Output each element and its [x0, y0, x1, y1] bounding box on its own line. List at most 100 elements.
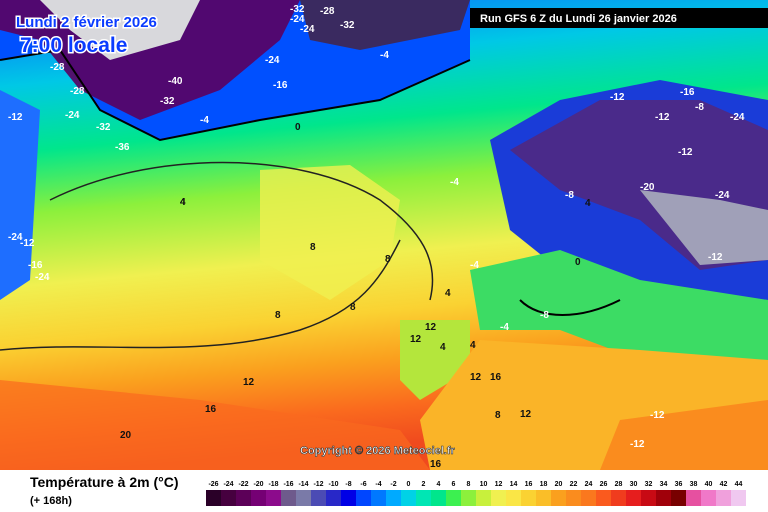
contour-label: -24	[8, 232, 23, 243]
colorbar-label: -2	[390, 481, 396, 488]
colorbar-label: 16	[525, 481, 533, 488]
colorbar-label: 34	[660, 481, 668, 488]
colorbar-swatch	[401, 490, 416, 506]
contour-label: -12	[650, 410, 665, 421]
legend: Température à 2m (°C) (+ 168h) -26 -24 -22…	[30, 474, 746, 507]
contour-label: 0	[295, 122, 301, 133]
contour-label: 4	[180, 197, 186, 208]
contour-label: -12	[708, 252, 723, 263]
colorbar-swatch	[386, 490, 401, 506]
contour-label: 8	[350, 302, 356, 313]
legend-title: Température à 2m (°C)	[30, 474, 179, 490]
colorbar-label: 12	[495, 481, 503, 488]
contour-label: -16	[273, 80, 288, 91]
copyright: Copyright © 2026 Meteociel.fr	[300, 445, 456, 457]
contour-labels: -32-24-28-24 -32-4-24-16-40-32-12 -24-32-3…	[8, 4, 745, 470]
colorbar-swatch	[581, 490, 596, 506]
contour-label: -24	[300, 24, 315, 35]
time: 7:00 locale	[20, 34, 127, 57]
contour-label: -12	[8, 112, 23, 123]
contour-label: -24	[730, 112, 745, 123]
colorbar-swatch	[701, 490, 716, 506]
colorbar-label: 30	[630, 481, 638, 488]
colorbar-label: 4	[437, 481, 441, 488]
colorbar-label: -16	[283, 481, 293, 488]
colorbar-swatch	[281, 490, 296, 506]
colorbar-label: 8	[467, 481, 471, 488]
colorbar-swatch	[611, 490, 626, 506]
contour-label: -12	[20, 238, 35, 249]
contour-label: 8	[495, 410, 501, 421]
colorbar-swatch	[626, 490, 641, 506]
colorbar-swatch	[476, 490, 491, 506]
contour-label: -8	[565, 190, 574, 201]
contour-label: -16	[680, 87, 695, 98]
colorbar-label: 28	[615, 481, 623, 488]
colorbar-label: -14	[298, 481, 308, 488]
contour-label: -8	[540, 310, 549, 321]
contour-label: 8	[275, 310, 281, 321]
contour-label: 12	[470, 372, 482, 383]
colorbar-label: -6	[360, 481, 366, 488]
colorbar-swatch	[311, 490, 326, 506]
header: Lundi 2 février 2026 7:00 locale Run GFS…	[15, 8, 768, 457]
colorbar-swatch	[491, 490, 506, 506]
contour-label: -28	[320, 6, 335, 17]
contour-label: -16	[28, 260, 43, 271]
colorbar-swatch	[671, 490, 686, 506]
colorbar-label: 6	[452, 481, 456, 488]
contour-label: 12	[243, 377, 255, 388]
colorbar-swatch	[596, 490, 611, 506]
colorbar-swatch	[416, 490, 431, 506]
colorbar-label: -26	[208, 481, 218, 488]
contour-label: -28	[70, 86, 85, 97]
contour-label: 16	[205, 404, 217, 415]
contour-label: -12	[655, 112, 670, 123]
colorbar-label: 22	[570, 481, 578, 488]
colorbar-swatch	[326, 490, 341, 506]
legend-subtitle: (+ 168h)	[30, 495, 72, 507]
colorbar-swatch	[506, 490, 521, 506]
colorbar-label: 38	[690, 481, 698, 488]
colorbar-swatch	[221, 490, 236, 506]
run-box	[470, 8, 768, 28]
contour-label: 8	[385, 254, 391, 265]
colorbar-swatch	[536, 490, 551, 506]
contour-label: -12	[610, 92, 625, 103]
contour-label: -20	[640, 182, 655, 193]
colorbar-swatch	[236, 490, 251, 506]
contour-label: -32	[96, 122, 111, 133]
contour-label: -32	[160, 96, 175, 107]
contour-label: 16	[430, 459, 442, 470]
colorbar-swatch	[686, 490, 701, 506]
colorbar-swatch	[566, 490, 581, 506]
contour-label: 20	[120, 430, 132, 441]
colorbar-swatch	[341, 490, 356, 506]
contour-label: -24	[35, 272, 50, 283]
colorbar-label: -10	[328, 481, 338, 488]
colorbar-swatch	[446, 490, 461, 506]
contour-label: -4	[450, 177, 459, 188]
contour-label: 4	[445, 288, 451, 299]
contour-label: 0	[575, 257, 581, 268]
colorbar-label: 32	[645, 481, 653, 488]
colorbar-label: -8	[345, 481, 351, 488]
colorbar-swatch	[431, 490, 446, 506]
contour-label: 8	[310, 242, 316, 253]
contour-label: -40	[168, 76, 183, 87]
contour-label: -12	[630, 439, 645, 450]
colorbar-label: -12	[313, 481, 323, 488]
colorbar-swatch	[656, 490, 671, 506]
contour-label: 12	[520, 409, 532, 420]
colorbar-swatch	[716, 490, 731, 506]
contour-label: -32	[340, 20, 355, 31]
colorbar-label: 2	[422, 481, 426, 488]
contour-label: 4	[585, 198, 591, 209]
colorbar-label: -20	[253, 481, 263, 488]
contour-label: -24	[715, 190, 730, 201]
colorbar-label: 26	[600, 481, 608, 488]
colorbar-swatch	[296, 490, 311, 506]
contour-label: -4	[500, 322, 509, 333]
map-background	[0, 0, 768, 470]
